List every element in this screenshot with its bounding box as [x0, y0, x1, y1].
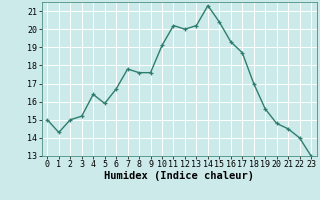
X-axis label: Humidex (Indice chaleur): Humidex (Indice chaleur) [104, 171, 254, 181]
